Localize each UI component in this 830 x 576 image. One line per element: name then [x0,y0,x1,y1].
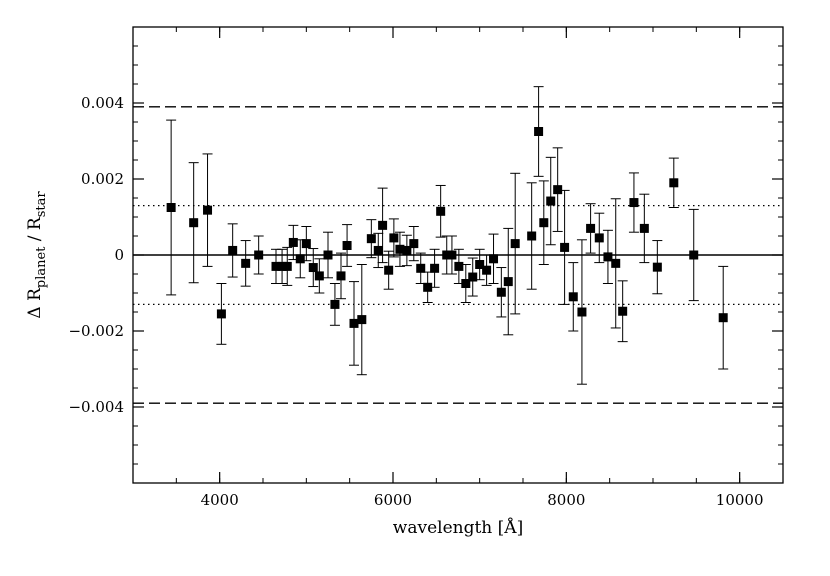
data-point [594,233,604,243]
data-point [496,287,506,297]
x-tick-label: 4000 [201,491,239,509]
data-point [378,220,388,230]
data-point [330,299,340,309]
data-point [342,241,352,250]
data-point [539,218,549,228]
data-point [475,260,485,269]
data-point [166,203,176,212]
data-point [603,252,613,262]
data-point [468,272,478,282]
data-point [271,261,281,271]
x-axis-title: wavelength [Å] [393,517,523,538]
data-point [423,282,433,292]
data-point [618,306,628,316]
data-point [314,271,324,281]
data-point [366,234,376,244]
data-point [430,263,440,273]
data-point [461,279,471,288]
data-point [384,265,394,275]
data-point [560,242,570,252]
data-point [228,245,238,255]
reference-lines [133,106,783,404]
data-point [277,261,287,271]
data-point [389,233,399,243]
data-point [454,261,464,271]
y-axis-title-sub1: planet [34,246,49,288]
data-point [203,205,213,215]
data-point [639,223,649,233]
y-axis-title-middle: / R [25,216,45,247]
data-point [336,271,346,281]
data-point [409,239,419,249]
data-point [416,263,426,273]
data-point [689,250,699,260]
data-point [586,223,596,233]
data-point [295,254,305,264]
y-tick-labels: −0.004 −0.002 0 0.002 0.004 [68,94,124,416]
data-point [527,231,537,241]
x-tick-label: 10000 [716,491,764,509]
error-bars [166,86,729,385]
x-tick-label: 8000 [547,491,585,509]
data-point [546,196,556,206]
data-point [216,309,226,319]
data-point [489,254,499,264]
y-tick-label: −0.002 [68,322,124,340]
x-tick-labels: 4000 6000 8000 10000 [201,491,764,509]
data-point [577,307,587,317]
y-axis-title-prefix: Δ R [25,287,45,319]
y-tick-label: −0.004 [68,398,124,416]
data-point [282,261,292,271]
data-point [349,318,359,328]
data-point [308,263,318,273]
data-point [323,250,333,260]
y-axis-title-sub2: star [34,191,49,218]
data-point [436,206,446,216]
data-point [482,265,492,275]
data-point [395,244,405,254]
data-point [447,250,457,260]
data-point [534,127,544,136]
data-point [189,218,199,228]
data-point [503,277,513,287]
data-point [442,250,452,260]
data-point [669,178,679,188]
y-tick-label: 0 [114,246,124,264]
data-point [373,245,383,255]
data-point [288,237,298,247]
data-point [718,313,728,323]
data-point [652,262,662,272]
data-point [611,258,621,268]
svg-text:Δ Rplanet / Rstar: Δ Rplanet / Rstar [25,191,49,319]
x-tick-label: 6000 [374,491,412,509]
data-point [402,245,412,255]
y-axis-title: Δ Rplanet / Rstar [25,191,49,319]
data-point [254,250,264,260]
y-tick-label: 0.004 [81,94,124,112]
data-point [553,185,563,195]
y-tick-label: 0.002 [81,170,124,188]
major-ticks [133,27,783,483]
data-point [568,292,578,302]
data-markers [166,127,728,328]
data-point [241,258,251,268]
data-point [301,239,311,249]
data-point [357,315,367,325]
data-point [510,239,520,249]
data-point [629,198,639,208]
